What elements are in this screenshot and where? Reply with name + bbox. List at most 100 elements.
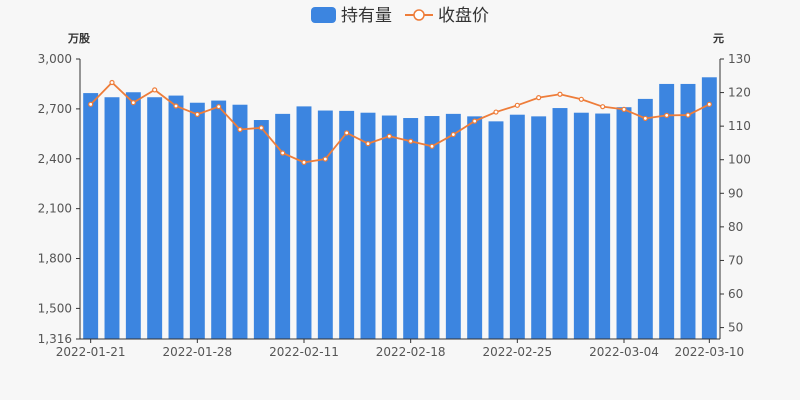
right-tick-label: 130 (728, 52, 751, 66)
holdings-bar[interactable] (360, 112, 376, 340)
price-point[interactable] (130, 100, 136, 106)
holdings-bar[interactable] (509, 114, 525, 339)
right-axis-unit: 元 (713, 32, 724, 45)
holdings-bar[interactable] (467, 116, 483, 339)
price-point[interactable] (194, 111, 200, 118)
axes (79, 59, 721, 340)
price-point[interactable] (408, 138, 414, 144)
price-point[interactable] (386, 133, 392, 139)
right-tick-label: 70 (728, 253, 743, 267)
left-tick-label: 2,700 (38, 102, 72, 116)
holdings-bar[interactable] (488, 121, 504, 339)
holdings-bar[interactable] (211, 100, 227, 339)
holdings-bar[interactable] (637, 98, 653, 340)
price-point[interactable] (280, 150, 286, 156)
holdings-bar[interactable] (552, 108, 568, 339)
price-point[interactable] (514, 102, 520, 108)
left-tick-label: 2,100 (38, 202, 72, 216)
price-point[interactable] (322, 156, 328, 162)
price-point[interactable] (365, 141, 371, 147)
right-tick-label: 80 (728, 220, 743, 234)
legend-price-label: 收盘价 (438, 6, 489, 26)
left-axis-ticks: 1,316 1,500 1,800 2,100 2,400 2,700 3,000 (38, 52, 80, 346)
holdings-bar[interactable] (701, 77, 717, 339)
price-point[interactable] (152, 87, 158, 93)
holdings-bar[interactable] (659, 83, 675, 339)
left-tick-label: 1,800 (38, 252, 72, 266)
price-point[interactable] (216, 104, 222, 110)
price-point[interactable] (88, 101, 94, 107)
left-tick-label: 3,000 (38, 52, 72, 66)
left-axis-unit: 万股 (67, 32, 91, 45)
right-tick-label: 110 (728, 119, 751, 133)
holdings-bar[interactable] (445, 113, 461, 340)
holdings-bars (83, 77, 717, 340)
x-tick-label: 2022-02-25 (482, 345, 552, 359)
price-point[interactable] (493, 109, 499, 115)
price-point[interactable] (450, 131, 456, 138)
legend: 持有量 收盘价 (311, 6, 489, 26)
left-tick-label: 1,316 (38, 332, 72, 346)
price-line-series (88, 79, 712, 166)
holdings-bar[interactable] (253, 120, 269, 340)
price-point[interactable] (664, 112, 670, 119)
holdings-bar[interactable] (317, 110, 333, 339)
legend-holdings-label: 持有量 (341, 6, 392, 26)
price-line (90, 81, 710, 164)
holdings-bar[interactable] (83, 93, 99, 339)
holdings-bar[interactable] (339, 110, 355, 339)
right-tick-label: 50 (728, 321, 743, 335)
x-tick-label: 2022-01-28 (162, 345, 232, 359)
price-point[interactable] (429, 143, 435, 149)
left-tick-label: 1,500 (38, 301, 72, 315)
x-tick-label: 2022-02-18 (376, 345, 446, 359)
x-tick-label: 2022-03-04 (589, 345, 659, 359)
price-point[interactable] (685, 112, 691, 118)
price-point[interactable] (642, 115, 648, 122)
holdings-bar[interactable] (595, 113, 611, 339)
right-tick-label: 90 (728, 186, 743, 200)
price-point[interactable] (173, 103, 179, 109)
holdings-bar[interactable] (232, 104, 248, 339)
left-tick-label: 2,400 (38, 152, 72, 166)
holdings-bar[interactable] (104, 97, 120, 340)
x-tick-label: 2022-01-21 (56, 345, 126, 359)
holdings-bar[interactable] (531, 116, 547, 339)
holdings-bar[interactable] (296, 106, 312, 339)
price-point[interactable] (301, 159, 307, 166)
holdings-bar[interactable] (381, 115, 397, 339)
legend-price[interactable]: 收盘价 (405, 6, 489, 26)
price-point[interactable] (237, 126, 243, 133)
holdings-bar[interactable] (125, 92, 141, 339)
price-point[interactable] (109, 79, 115, 86)
holdings-bar[interactable] (147, 97, 163, 340)
right-axis-ticks: 50 60 70 80 90 100 110 120 130 (720, 52, 751, 335)
holdings-bar[interactable] (616, 107, 632, 339)
holdings-bar[interactable] (168, 95, 184, 339)
x-tick-label: 2022-03-10 (674, 345, 744, 359)
price-point[interactable] (344, 130, 350, 136)
right-tick-label: 60 (728, 287, 743, 301)
legend-holdings[interactable]: 持有量 (311, 6, 392, 26)
legend-price-marker (413, 9, 425, 21)
holdings-bar[interactable] (189, 102, 205, 339)
price-point[interactable] (706, 101, 712, 107)
x-tick-label: 2022-02-11 (269, 345, 339, 359)
price-point[interactable] (600, 104, 606, 110)
price-point[interactable] (578, 96, 584, 102)
price-point[interactable] (258, 125, 264, 131)
x-axis-ticks: 2022-01-21 2022-01-28 2022-02-11 2022-02-18… (56, 339, 744, 359)
price-point[interactable] (536, 95, 542, 101)
holdings-bar[interactable] (680, 83, 696, 339)
price-point[interactable] (557, 91, 563, 97)
price-point[interactable] (621, 106, 627, 112)
price-point[interactable] (472, 118, 478, 124)
holdings-bar[interactable] (403, 118, 419, 339)
right-tick-label: 100 (728, 153, 751, 167)
holdings-bar[interactable] (424, 116, 440, 339)
legend-holdings-swatch (311, 7, 336, 23)
right-tick-label: 120 (728, 86, 751, 100)
holdings-bar[interactable] (573, 112, 589, 340)
holdings-bar[interactable] (275, 113, 291, 340)
